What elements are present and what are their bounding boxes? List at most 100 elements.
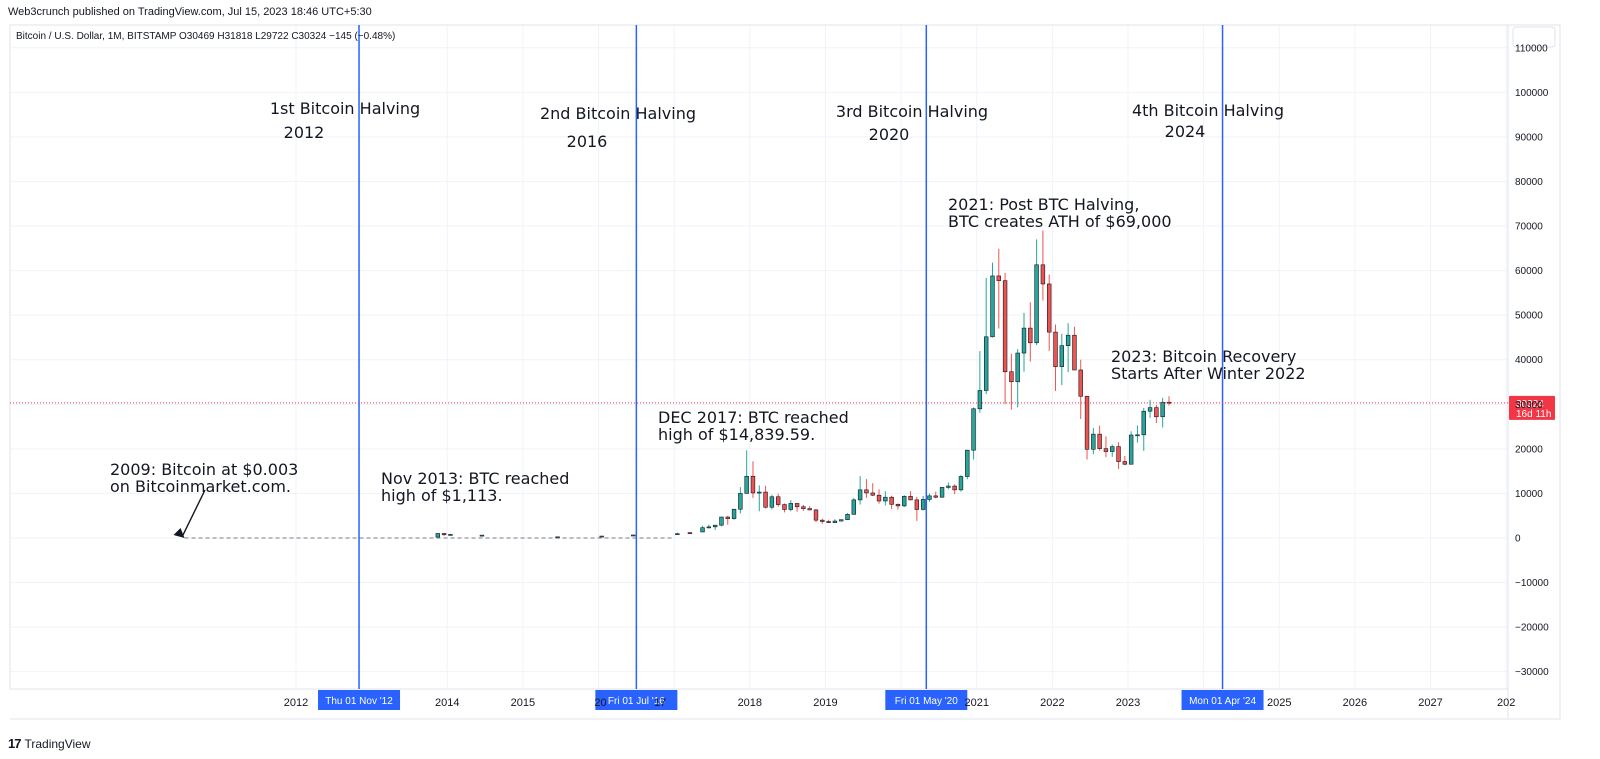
candle-body: [1072, 334, 1077, 371]
countdown-value: 16d 11h: [1516, 409, 1551, 420]
candle-body: [782, 504, 787, 510]
annotation-text: on Bitcoinmarket.com.: [110, 477, 291, 496]
candle-body: [889, 496, 894, 505]
halving-date-label: Mon 01 Apr '24: [1189, 696, 1256, 707]
halving-year: 2024: [1165, 122, 1206, 141]
candle-body: [1078, 369, 1083, 397]
candle-body: [725, 516, 730, 519]
candle-body: [813, 509, 819, 521]
x-tick-label: 2015: [511, 697, 535, 709]
candle-body: [908, 496, 913, 501]
candle-body: [857, 489, 863, 501]
x-tick-label: 2022: [1040, 697, 1064, 709]
x-tick-label: 2025: [1267, 697, 1291, 709]
candle-body: [1053, 331, 1058, 367]
annotation-arrow: [181, 489, 206, 537]
annotation-text: 2023: Bitcoin Recovery: [1111, 347, 1296, 366]
candle-body: [448, 534, 453, 536]
halving-date-label: Thu 01 Nov '12: [325, 696, 393, 707]
candle-body: [675, 533, 680, 535]
candle-body: [1128, 434, 1134, 465]
annotation-text: 2009: Bitcoin at $0.003: [110, 460, 298, 479]
candle-body: [870, 492, 875, 496]
candle-body: [1122, 461, 1128, 465]
candle-body: [1028, 327, 1033, 344]
candle-body: [757, 491, 762, 494]
halving-year: 2020: [869, 125, 910, 144]
candle-body: [555, 536, 560, 539]
candle-body: [876, 494, 882, 502]
x-tick-label: 2014: [435, 697, 459, 709]
last-price-tag: [1509, 395, 1555, 420]
candle-body: [1097, 433, 1102, 449]
candle-body: [1047, 283, 1052, 333]
halving-date-tag: [318, 690, 401, 710]
halving-date-tag: [885, 690, 968, 710]
candle-body: [1065, 334, 1071, 346]
x-tick-label: 2018: [738, 697, 762, 709]
halving-date-label: Fri 01 Jul '16: [608, 696, 665, 707]
candle-body: [775, 496, 781, 505]
x-tick-label: 202: [1497, 697, 1515, 709]
candle-body: [952, 485, 957, 491]
y-tick-label: 80000: [1515, 177, 1543, 188]
candle-body: [920, 499, 926, 510]
candle-body: [1084, 395, 1090, 450]
candle-body: [902, 496, 907, 507]
price-axis-border: [1507, 24, 1561, 720]
y-tick-label: 100000: [1515, 88, 1549, 99]
candle-body: [599, 535, 604, 538]
scale-settings-button[interactable]: [1512, 26, 1556, 48]
candle-body: [801, 506, 806, 509]
candle-body: [700, 527, 705, 533]
halving-title: 3rd Bitcoin Halving: [836, 102, 988, 121]
x-tick-label: 17: [654, 697, 666, 709]
halving-date-tag: [1181, 690, 1264, 710]
candle-body: [435, 533, 441, 538]
x-tick-label: 2019: [813, 697, 837, 709]
candle-body: [971, 408, 976, 451]
candle-body: [719, 516, 724, 526]
candle-body: [990, 275, 995, 338]
x-tick-label: 2012: [284, 697, 308, 709]
annotation-text: high of $14,839.59.: [658, 425, 815, 444]
candle-body: [1040, 264, 1046, 285]
annotation-text: Starts After Winter 2022: [1111, 364, 1306, 383]
halving-date-tag: [595, 690, 678, 710]
candle-body: [441, 533, 447, 536]
candle-body: [769, 496, 775, 508]
y-tick-label: 60000: [1515, 266, 1543, 277]
candle-body: [794, 503, 800, 508]
time-axis[interactable]: 2012 2014 2015 20 17 2018 2019 2021 2022 2023 2025…: [284, 697, 1516, 709]
candle-body: [687, 532, 693, 534]
candle-body: [1021, 327, 1027, 354]
annotation-arrowhead: [173, 527, 185, 538]
candle-body: [965, 449, 970, 477]
candle-body: [1015, 352, 1020, 383]
candle-body: [788, 503, 793, 510]
price-axis[interactable]: 1100001000009000080000700006000050000400…: [1515, 43, 1549, 678]
chart-grid: [10, 25, 1508, 689]
candle-body: [1103, 448, 1109, 452]
candle-body: [958, 476, 964, 491]
publisher-line: Web3crunch published on TradingView.com,…: [8, 6, 372, 18]
tradingview-logo[interactable]: 17 TradingView: [8, 736, 91, 751]
annotation-text: DEC 2017: BTC reached: [658, 408, 849, 427]
candle-body: [1034, 264, 1039, 344]
candle-body: [1059, 345, 1065, 367]
y-tick-label: 40000: [1515, 355, 1543, 366]
candle-body: [750, 475, 756, 494]
candle-body: [820, 519, 825, 522]
halving-title: 2nd Bitcoin Halving: [540, 104, 696, 123]
candle-body: [712, 524, 718, 528]
candle-body: [895, 504, 901, 507]
tradingview-logo-icon: 17: [8, 736, 22, 751]
annotation-text: Nov 2013: BTC reached: [381, 469, 569, 488]
candle-body: [1002, 280, 1008, 373]
y-tick-label: −20000: [1515, 623, 1549, 634]
logo-text: TradingView: [24, 736, 91, 751]
halving-year: 2016: [567, 132, 608, 151]
